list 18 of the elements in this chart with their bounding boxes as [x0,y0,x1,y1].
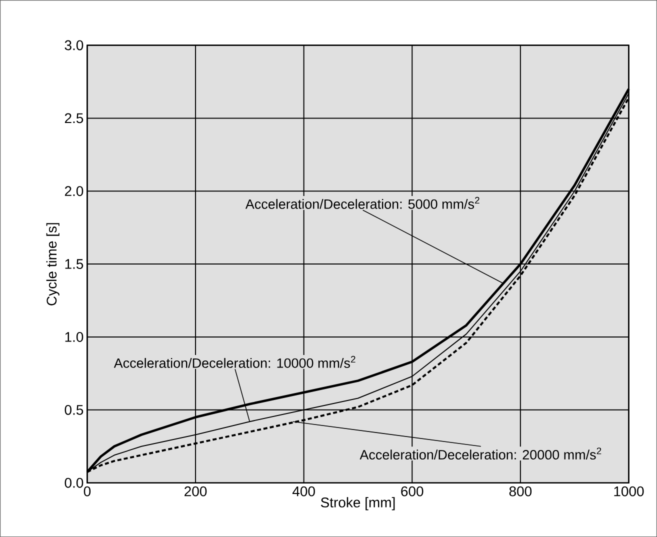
x-axis-title: Stroke [mm] [320,497,395,510]
x-tick-label: 400 [292,486,315,496]
y-tick-label: 0.0 [64,478,84,488]
y-axis-title: Cycle time [s] [46,223,60,306]
x-tick-label: 200 [184,486,207,496]
y-tick-label: 1.5 [65,259,84,269]
annotation: Acceleration/Deceleration: 5000 mm/s$^{2}$ [245,196,480,209]
x-tick-label: 600 [401,486,424,496]
y-tick-label: 1.0 [65,332,84,342]
x-tick-label: 800 [509,486,532,496]
x-tick-label: 0 [84,486,91,496]
annotation: Acceleration/Deceleration: 20000 mm/s$^{2}$ [360,448,602,460]
x-tick-label: 1000 [614,486,644,496]
y-tick-label: 3.0 [64,40,84,50]
y-tick-label: 2.0 [64,186,84,196]
y-tick-label: 0.5 [64,404,84,415]
y-tick-label: 2.5 [64,113,84,124]
annotation: Acceleration/Deceleration: 10000 mm/s$^{2}$ [114,356,356,368]
